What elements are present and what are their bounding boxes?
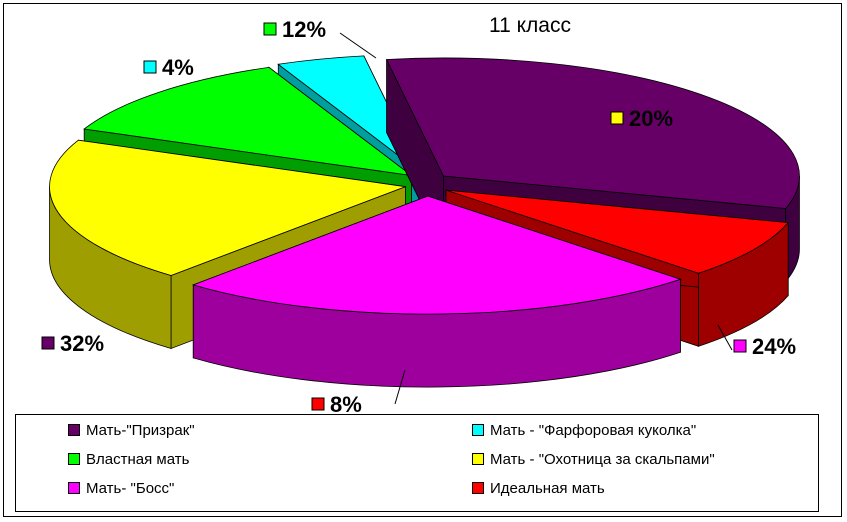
legend-label: Мать-"Призрак" (86, 422, 195, 439)
data-label-1: 4% (143, 55, 194, 80)
legend-swatch (472, 424, 484, 437)
label-swatch (311, 397, 325, 411)
legend-item: Мать- "Босс" (68, 478, 174, 500)
pie-slices (49, 55, 800, 388)
legend-item: Идеальная мать (472, 478, 605, 500)
label-swatch (733, 339, 747, 353)
pie-slice-top (385, 57, 800, 209)
pie-slice-top (445, 189, 789, 274)
data-label-2: 12% (263, 17, 377, 59)
label-value: 20% (629, 106, 673, 131)
legend-item: Мать-"Призрак" (68, 420, 195, 442)
chart-title: 11 класс (489, 14, 571, 37)
leader-line (339, 32, 377, 59)
label-value: 24% (752, 334, 796, 359)
legend-label: Властная мать (86, 451, 190, 468)
data-label-4: 24% (717, 324, 796, 359)
label-value: 12% (282, 17, 326, 42)
pie-slice-top (49, 139, 406, 276)
legend-item: Мать - "Фарфоровая куколка" (472, 420, 696, 442)
pie-slice-top (277, 55, 422, 173)
legend-label: Мать- "Босс" (86, 480, 175, 497)
label-swatch (41, 336, 55, 350)
label-value: 4% (162, 55, 194, 80)
data-label-0: 32% (41, 331, 104, 356)
leader-line (717, 324, 733, 351)
legend-swatch (68, 424, 80, 437)
leader-line (394, 369, 406, 405)
data-label-3: 20% (610, 106, 673, 131)
legend-item: Мать - "Охотница за скальпами" (472, 449, 715, 471)
legend-swatch (472, 453, 484, 466)
data-label-5: 8% (311, 369, 406, 417)
label-swatch (263, 22, 277, 36)
pie-labels: 32% 4% 12% 20% 24% 8% (41, 17, 796, 417)
legend-label: Идеальная мать (490, 480, 605, 497)
legend-label: Мать - "Охотница за скальпами" (490, 451, 715, 468)
legend-label: Мать - "Фарфоровая куколка" (490, 422, 697, 439)
pie-slice-4 (192, 195, 682, 388)
legend: Мать-"Призрак" Мать - "Фарфоровая куколка… (15, 414, 819, 512)
legend-swatch (472, 482, 484, 495)
pie-slice-top (192, 195, 682, 315)
pie-slice-top (83, 66, 413, 177)
label-value: 32% (60, 331, 104, 356)
label-swatch (610, 111, 624, 125)
legend-swatch (68, 482, 80, 495)
label-value: 8% (330, 392, 362, 417)
legend-swatch (68, 453, 80, 466)
legend-item: Властная мать (68, 449, 189, 471)
label-swatch (143, 60, 157, 74)
